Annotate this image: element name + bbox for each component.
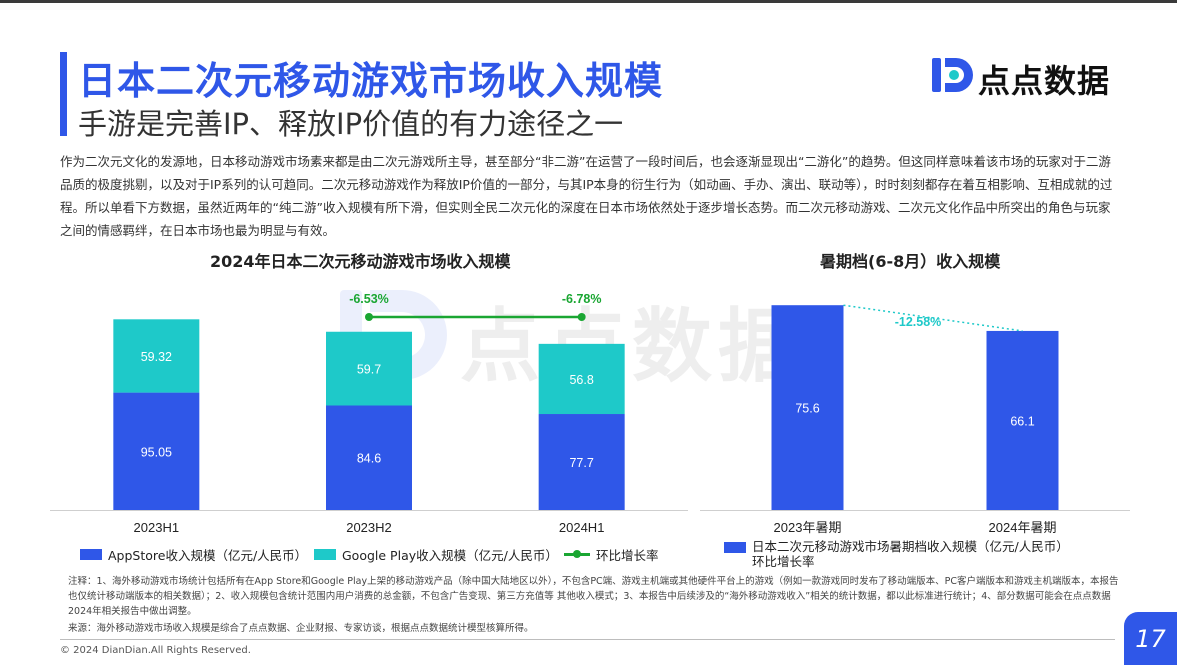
page-title: 日本二次元移动游戏市场收入规模	[78, 59, 664, 103]
legend-summer: 日本二次元移动游戏市场暑期档收入规模（亿元/人民币） 环比增长率	[724, 539, 1069, 569]
bar-googleplay	[113, 319, 200, 393]
chart-title-summer: 暑期档(6-8月）收入规模	[820, 252, 1001, 271]
bar-appstore	[326, 405, 412, 510]
legend-swatch-appstore	[80, 549, 102, 560]
tick-label-main: 2023H1	[134, 520, 180, 535]
notes-block: 注释：1、海外移动游戏市场统计包括所有在App Store和Google Pla…	[68, 574, 1128, 636]
tick-label-summer: 2023年暑期	[774, 520, 842, 535]
title-accent-bar	[60, 52, 67, 136]
summer-growth-line	[843, 304, 1023, 332]
notes-text: 注释：1、海外移动游戏市场统计包括所有在App Store和Google Pla…	[68, 576, 1119, 617]
label-appstore: 77.7	[569, 456, 593, 470]
tick-label-main: 2023H2	[346, 520, 392, 535]
page-number: 17	[1124, 612, 1177, 665]
growth-point	[577, 313, 586, 321]
label-googleplay: 59.7	[357, 363, 381, 377]
copyright: © 2024 DianDian.All Rights Reserved.	[60, 645, 251, 656]
legend-label-googleplay: Google Play收入规模（亿元/人民币）	[342, 548, 558, 563]
bar-appstore	[113, 392, 200, 510]
tick-label-main: 2024H1	[559, 520, 605, 535]
legend-label-summer-growth: 环比增长率	[752, 554, 815, 569]
legend-label-appstore: AppStore收入规模（亿元/人民币）	[108, 548, 308, 563]
legend-appstore: AppStore收入规模（亿元/人民币）	[80, 545, 307, 564]
legend-label-growth: 环比增长率	[596, 548, 659, 563]
legend-swatch-summer	[724, 542, 746, 553]
label-summer: 66.1	[1010, 414, 1034, 428]
bar-googleplay	[538, 343, 625, 415]
intro-paragraph: 作为二次元文化的发源地，日本移动游戏市场素来都是由二次元游戏所主导，甚至部分“非…	[60, 154, 1113, 238]
summer-growth-label: -12.58%	[895, 315, 942, 329]
top-border	[0, 0, 1177, 3]
bar-appstore	[538, 414, 625, 510]
page-subtitle: 手游是完善IP、释放IP价值的有力途径之一	[78, 107, 624, 141]
label-summer: 75.6	[795, 402, 819, 416]
growth-label: -6.53%	[349, 292, 389, 306]
growth-point	[365, 313, 373, 321]
source-text: 来源：海外移动游戏市场收入规模是综合了点点数据、企业财报、专家访谈，根据点点数据…	[68, 623, 534, 634]
label-googleplay: 56.8	[569, 373, 593, 387]
footer-divider	[60, 639, 1115, 640]
logo-icon	[932, 58, 973, 92]
bar-summer	[986, 330, 1059, 510]
label-appstore: 84.6	[357, 452, 381, 466]
label-googleplay: 59.32	[141, 350, 172, 364]
chart-title-main: 2024年日本二次元移动游戏市场收入规模	[210, 252, 511, 271]
legend-label-summer: 日本二次元移动游戏市场暑期档收入规模（亿元/人民币）	[752, 539, 1069, 554]
growth-label: -6.78%	[562, 292, 602, 306]
logo-text: 点点数据	[978, 62, 1111, 100]
bar-googleplay	[326, 331, 412, 406]
bar-summer	[771, 305, 844, 510]
legend-googleplay: Google Play收入规模（亿元/人民币）	[314, 545, 558, 564]
legend-growth: 环比增长率	[564, 545, 659, 564]
legend-swatch-googleplay	[314, 549, 336, 560]
tick-label-summer: 2024年暑期	[989, 520, 1057, 535]
legend-swatch-growth	[564, 550, 590, 558]
label-appstore: 95.05	[141, 445, 172, 459]
